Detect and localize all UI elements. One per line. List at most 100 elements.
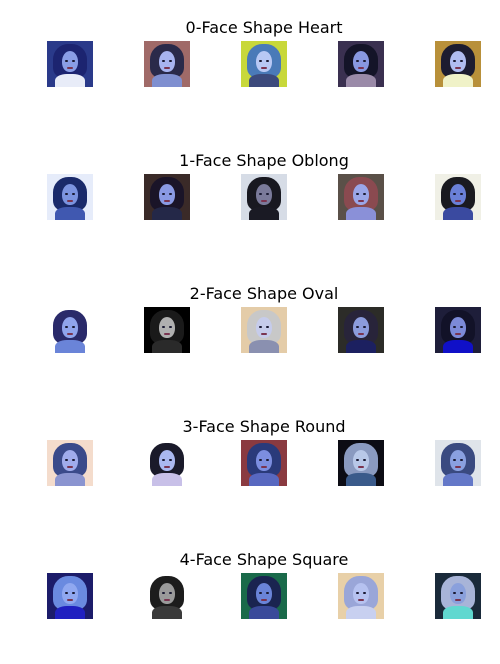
- shoulders-shape: [443, 340, 473, 353]
- face-thumbnail: [241, 307, 287, 353]
- eye-shape: [363, 193, 366, 195]
- mouth-shape: [67, 200, 73, 202]
- face-shape: [450, 51, 466, 72]
- mouth-shape: [358, 466, 364, 468]
- eye-shape: [162, 592, 165, 594]
- face-shape: [62, 450, 78, 471]
- group-oblong: 1-Face Shape Oblong: [0, 151, 500, 231]
- group-round: 3-Face Shape Round: [0, 417, 500, 497]
- eye-shape: [356, 459, 359, 461]
- eye-shape: [453, 459, 456, 461]
- eye-shape: [460, 459, 463, 461]
- mouth-shape: [261, 466, 267, 468]
- eye-shape: [162, 459, 165, 461]
- shoulders-shape: [346, 473, 376, 486]
- face-thumbnail: [144, 440, 190, 486]
- eye-shape: [169, 326, 172, 328]
- shoulders-shape: [249, 74, 279, 87]
- face-thumbnail: [144, 41, 190, 87]
- eye-shape: [72, 459, 75, 461]
- mouth-shape: [164, 599, 170, 601]
- face-shape: [159, 317, 175, 338]
- mouth-shape: [358, 333, 364, 335]
- mouth-shape: [164, 67, 170, 69]
- group-title: 2-Face Shape Oval: [189, 284, 339, 303]
- eye-shape: [453, 60, 456, 62]
- mouth-shape: [261, 67, 267, 69]
- eye-shape: [65, 60, 68, 62]
- face-thumbnail: [338, 573, 384, 619]
- eye-shape: [259, 326, 262, 328]
- shoulders-shape: [152, 606, 182, 619]
- mouth-shape: [455, 200, 461, 202]
- eye-shape: [169, 60, 172, 62]
- mouth-shape: [67, 599, 73, 601]
- face-shape: [159, 51, 175, 72]
- eye-shape: [259, 459, 262, 461]
- eye-shape: [72, 60, 75, 62]
- mouth-shape: [164, 466, 170, 468]
- shoulders-shape: [249, 473, 279, 486]
- face-shape: [256, 51, 272, 72]
- shoulders-shape: [55, 74, 85, 87]
- face-thumbnail: [241, 41, 287, 87]
- mouth-shape: [261, 333, 267, 335]
- face-shape: [62, 51, 78, 72]
- group-square: 4-Face Shape Square: [0, 550, 500, 630]
- face-shape: [450, 184, 466, 205]
- group-oval: 2-Face Shape Oval: [0, 284, 500, 364]
- eye-shape: [363, 326, 366, 328]
- eye-shape: [259, 592, 262, 594]
- eye-shape: [65, 326, 68, 328]
- mouth-shape: [164, 200, 170, 202]
- face-thumbnail: [435, 174, 481, 220]
- shoulders-shape: [55, 473, 85, 486]
- face-thumbnail: [338, 440, 384, 486]
- face-shape: [353, 51, 369, 72]
- mouth-shape: [358, 67, 364, 69]
- eye-shape: [453, 592, 456, 594]
- eye-shape: [259, 193, 262, 195]
- group-title: 0-Face Shape Heart: [185, 18, 343, 37]
- mouth-shape: [455, 599, 461, 601]
- mouth-shape: [261, 200, 267, 202]
- face-shape: [159, 450, 175, 471]
- eye-shape: [460, 193, 463, 195]
- mouth-shape: [67, 67, 73, 69]
- shoulders-shape: [249, 606, 279, 619]
- face-shape: [256, 184, 272, 205]
- shoulders-shape: [152, 207, 182, 220]
- face-shape: [62, 184, 78, 205]
- shoulders-shape: [443, 74, 473, 87]
- shoulders-shape: [346, 606, 376, 619]
- eye-shape: [460, 60, 463, 62]
- face-thumbnail: [144, 573, 190, 619]
- mouth-shape: [455, 333, 461, 335]
- face-thumbnail: [435, 573, 481, 619]
- eye-shape: [356, 592, 359, 594]
- shoulders-shape: [55, 606, 85, 619]
- face-shape: [353, 583, 369, 604]
- face-thumbnail: [435, 307, 481, 353]
- eye-shape: [356, 60, 359, 62]
- shoulders-shape: [152, 340, 182, 353]
- shoulders-shape: [55, 340, 85, 353]
- shoulders-shape: [249, 340, 279, 353]
- shoulders-shape: [443, 606, 473, 619]
- face-shape: [450, 450, 466, 471]
- eye-shape: [72, 592, 75, 594]
- face-thumbnail: [47, 41, 93, 87]
- shoulders-shape: [152, 74, 182, 87]
- shoulders-shape: [346, 74, 376, 87]
- face-thumbnail: [47, 440, 93, 486]
- eye-shape: [162, 60, 165, 62]
- mouth-shape: [67, 333, 73, 335]
- face-thumbnail: [338, 174, 384, 220]
- face-shape: [353, 450, 369, 471]
- face-shape: [62, 317, 78, 338]
- eye-shape: [460, 592, 463, 594]
- mouth-shape: [455, 466, 461, 468]
- eye-shape: [266, 459, 269, 461]
- face-shape: [62, 583, 78, 604]
- group-title: 4-Face Shape Square: [179, 550, 349, 569]
